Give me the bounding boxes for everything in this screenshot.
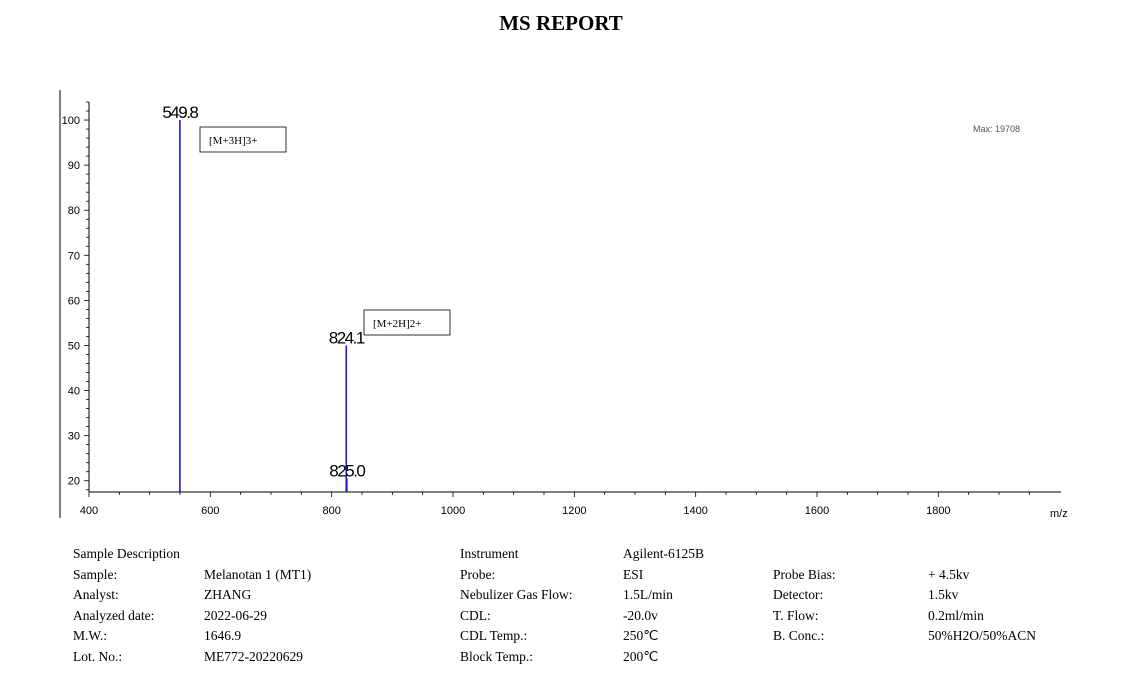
info-label: Sample:: [73, 566, 118, 582]
info-label: T. Flow:: [773, 607, 819, 623]
info-value: 200℃: [623, 648, 659, 664]
info-value: Melanotan 1 (MT1): [204, 566, 312, 582]
info-value: + 4.5kv: [928, 566, 970, 582]
info-label: Nebulizer Gas Flow:: [460, 587, 573, 602]
info-label: Probe Bias:: [773, 566, 836, 582]
y-axis-ticks: 20 30 40 50 60 70 80 90 100: [62, 101, 89, 491]
peak-annotations: [M+3H]3+ [M+2H]2+: [199, 126, 451, 336]
info-label: Instrument: [460, 546, 519, 561]
x-tick-label: 600: [201, 505, 219, 517]
info-label: CDL:: [460, 607, 491, 623]
info-label: B. Conc.:: [773, 628, 825, 643]
x-tick-label: 1600: [805, 505, 829, 517]
y-tick-label: 50: [68, 340, 80, 352]
info-label: CDL Temp.:: [460, 628, 528, 643]
y-tick-label: 90: [68, 160, 80, 172]
annotation-text: [M+2H]2+: [373, 318, 421, 330]
info-value: ME772-20220629: [204, 648, 303, 664]
info-value: ESI: [623, 566, 644, 582]
info-col2-labels: Instrument Probe: Nebulizer Gas Flow: CDL: C…: [460, 544, 572, 667]
chart-axes: [59, 90, 1061, 518]
info-label: Probe:: [460, 566, 496, 582]
y-tick-label: 20: [68, 476, 80, 488]
annotation-box: [363, 309, 451, 336]
y-tick-label: 70: [68, 250, 80, 262]
x-tick-label: 1200: [562, 505, 586, 517]
peak-label: 549.8: [162, 103, 198, 122]
info-label: Sample Description: [73, 546, 180, 561]
y-tick-label: 60: [68, 295, 80, 307]
x-tick-label: 800: [322, 505, 340, 517]
x-tick-label: 1800: [926, 505, 950, 517]
mass-spectrum-chart: 20 30 40 50 60 70 80 90 100 400 600 800 1000 1200 140…: [59, 90, 1068, 520]
info-label: Block Temp.:: [460, 648, 534, 664]
x-tick-label: 1400: [683, 505, 707, 517]
info-value: 1.5kv: [928, 587, 959, 602]
x-axis-label: m/z: [1050, 508, 1068, 520]
info-label: Analyzed date:: [73, 607, 155, 623]
report-title: MS REPORT: [499, 11, 623, 35]
x-tick-label: 400: [80, 505, 98, 517]
info-value: -20.0v: [623, 607, 658, 623]
y-tick-label: 80: [68, 205, 80, 217]
info-col3-labels: Probe Bias: Detector: T. Flow: B. Conc.:: [773, 565, 836, 647]
spectrum-peaks: 549.8 824.1 825.0: [162, 103, 367, 492]
info-label: M.W.:: [73, 628, 108, 643]
y-tick-label: 40: [68, 386, 80, 398]
info-col1-labels: Sample Description Sample: Analyst: Analyze…: [73, 544, 180, 667]
info-value: Agilent-6125B: [623, 546, 704, 561]
x-tick-label: 1000: [441, 505, 465, 517]
info-col1-values: Melanotan 1 (MT1) ZHANG 2022-06-29 1646.9 ME…: [204, 544, 311, 667]
x-axis-ticks: 400 600 800 1000 1200 1400 1600 1800: [80, 492, 1030, 517]
info-value: 250℃: [623, 628, 659, 643]
info-value: 50%H2O/50%ACN: [928, 628, 1036, 643]
peak-label: 824.1: [329, 328, 365, 347]
info-col2-values: Agilent-6125B ESI 1.5L/min -20.0v 250℃ 200℃: [623, 544, 704, 667]
info-value: 0.2ml/min: [928, 607, 984, 623]
max-intensity-label: Max: 19708: [973, 124, 1020, 134]
y-tick-label: 30: [68, 431, 80, 443]
annotation-text: [M+3H]3+: [209, 135, 257, 147]
info-value: [204, 544, 311, 565]
info-label: Detector:: [773, 587, 824, 602]
info-value: ZHANG: [204, 587, 252, 602]
peak-label: 825.0: [329, 461, 365, 480]
annotation-box: [199, 126, 287, 153]
y-tick-label: 100: [62, 115, 80, 127]
info-value: 1.5L/min: [623, 587, 673, 602]
info-col3-values: + 4.5kv 1.5kv 0.2ml/min 50%H2O/50%ACN: [928, 565, 1036, 647]
info-value: 2022-06-29: [204, 607, 267, 623]
info-value: 1646.9: [204, 628, 242, 643]
info-label: Lot. No.:: [73, 648, 123, 664]
info-label: Analyst:: [73, 587, 119, 602]
